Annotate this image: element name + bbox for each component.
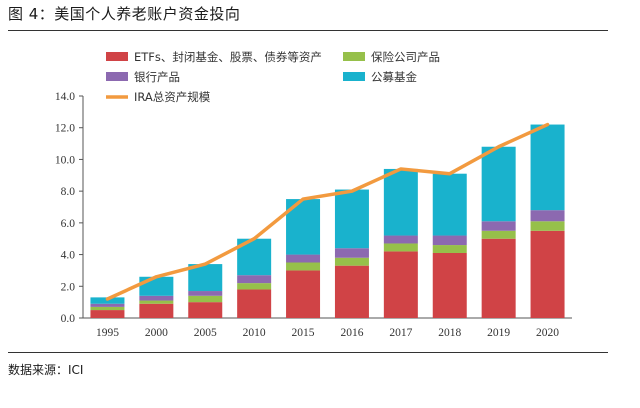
ira-point — [350, 189, 354, 193]
bar-segment-etf — [432, 252, 467, 318]
legend-swatch-etf — [106, 52, 128, 61]
bar-segment-etf — [383, 251, 418, 318]
x-tick-label: 2005 — [194, 327, 217, 339]
x-tick-label: 2016 — [340, 327, 363, 339]
x-tick-label: 2015 — [292, 327, 315, 339]
bar-segment-bank — [90, 303, 125, 307]
bar-segment-bank — [481, 221, 516, 231]
bar-segment-fund — [432, 173, 467, 236]
bar-segment-etf — [334, 265, 369, 318]
x-tick-label: 2000 — [145, 327, 168, 339]
bar-segment-insurance — [530, 221, 565, 231]
bar-segment-bank — [286, 254, 321, 263]
bar-segment-insurance — [188, 295, 223, 303]
ira-point — [252, 237, 256, 240]
bar-segment-insurance — [237, 283, 272, 290]
ira-point — [204, 262, 207, 266]
bar-segment-insurance — [432, 245, 467, 253]
y-tick-label: 4.0 — [61, 250, 76, 262]
bar-segment-insurance — [383, 243, 418, 252]
bar-segment-etf — [90, 310, 125, 318]
x-tick-label: 2017 — [389, 327, 412, 339]
bar-segment-bank — [432, 235, 467, 246]
x-tick-label: 2018 — [438, 327, 461, 339]
legend-swatch-fund — [343, 72, 365, 81]
bar-segment-insurance — [90, 306, 125, 311]
ira-point — [106, 297, 109, 301]
bar-segment-bank — [237, 275, 272, 284]
y-tick-label: 6.0 — [61, 218, 76, 230]
bar-segment-etf — [530, 230, 565, 318]
x-tick-label: 2020 — [536, 327, 559, 339]
bottom-rule — [8, 352, 608, 353]
legend-label: 公募基金 — [371, 70, 417, 84]
y-tick-label: 10.0 — [55, 154, 75, 166]
bar-segment-fund — [481, 146, 516, 222]
bar-segment-fund — [334, 189, 369, 249]
figure-title: 图 4：美国个人养老账户资金投向 — [8, 5, 241, 23]
legend-label: ETFs、封闭基金、股票、债券等资产 — [134, 50, 322, 64]
bars — [90, 124, 565, 318]
y-tick-label: 0.0 — [61, 313, 76, 325]
y-tick-label: 14.0 — [55, 91, 75, 103]
ira-point — [448, 172, 451, 175]
bar-segment-fund — [383, 168, 418, 236]
bar-segment-etf — [237, 289, 272, 318]
legend-swatch-insurance — [343, 52, 365, 61]
bar-segment-bank — [334, 248, 369, 258]
ira-point — [155, 275, 158, 278]
y-tick-label: 12.0 — [55, 123, 75, 135]
bar-segment-bank — [383, 235, 418, 244]
ira-total-line — [105, 122, 550, 301]
bar-segment-insurance — [481, 230, 516, 239]
ira-point — [399, 167, 403, 171]
bar-segment-bank — [530, 210, 565, 222]
bar-segment-insurance — [334, 257, 369, 266]
x-tick-label: 2010 — [243, 327, 266, 339]
bar-segment-insurance — [286, 262, 321, 271]
bar-segment-etf — [481, 238, 516, 318]
x-tick-label: 1995 — [96, 327, 119, 339]
y-tick-label: 8.0 — [61, 186, 76, 198]
source-note: 数据来源：ICI — [8, 363, 84, 377]
legend-swatch-bank — [106, 72, 128, 81]
ira-point — [546, 123, 549, 126]
bar-segment-etf — [139, 303, 174, 318]
bar-segment-bank — [139, 295, 174, 301]
bar-segment-insurance — [139, 300, 174, 304]
axes: 0.0 2.0 4.0 6.0 8.0 10.0 12.0 14.0 1995 2000 2005 2… — [55, 91, 572, 339]
legend-label: 银行产品 — [134, 70, 180, 84]
top-rule — [8, 30, 608, 31]
bar-segment-bank — [188, 291, 223, 296]
bar-segment-fund — [139, 276, 174, 296]
bar-segment-etf — [286, 270, 321, 318]
ira-point — [497, 145, 500, 148]
line-layer — [105, 122, 550, 301]
ira-point — [301, 197, 305, 201]
legend-label: IRA总资产规模 — [134, 90, 211, 104]
y-tick-label: 2.0 — [61, 281, 76, 293]
bar-segment-fund — [530, 124, 565, 211]
bar-segment-etf — [188, 302, 223, 318]
legend-label: 保险公司产品 — [371, 50, 440, 64]
x-tick-label: 2019 — [487, 327, 510, 339]
